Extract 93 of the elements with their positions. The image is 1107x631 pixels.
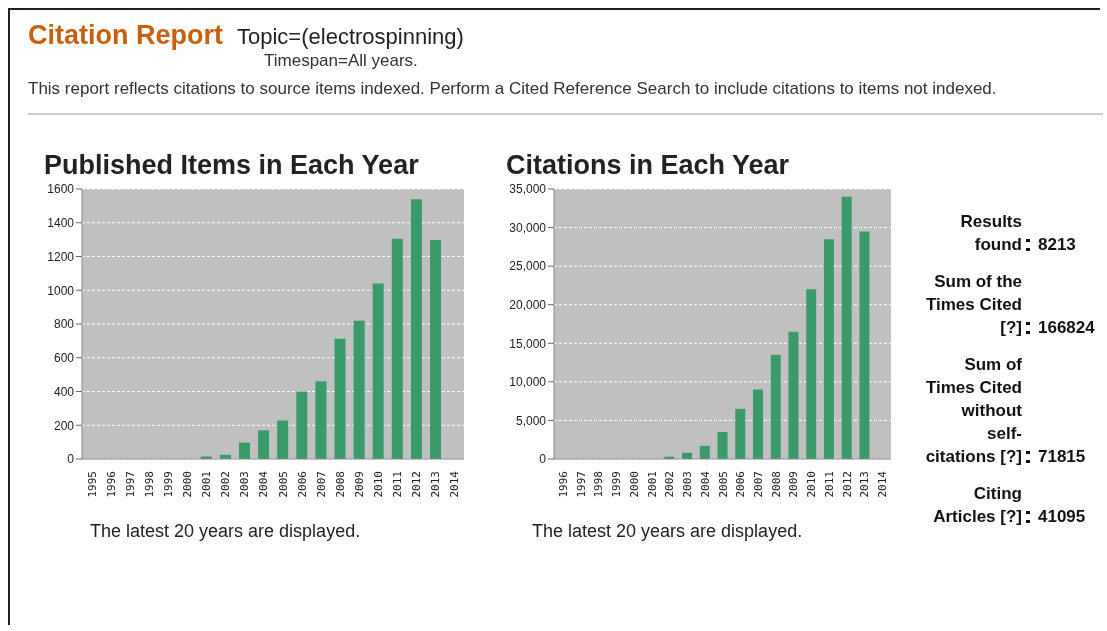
bar [372,283,384,459]
data-label: 41095 [1038,506,1086,528]
x-tick-label: 1999 [610,471,624,498]
category-label: Sum of the Times Cited [?] [924,271,1022,339]
x-tick-label: 2010 [805,471,819,498]
x-tick-label: 1997 [123,471,137,498]
bar [699,445,710,459]
bar [430,239,441,459]
x-tick-label: 2001 [645,471,659,498]
x-tick-label: 1998 [592,471,606,498]
x-tick-label: 2002 [219,471,233,498]
text: Citation Report [28,20,223,51]
bar [788,331,799,459]
text: Timespan=All years. [264,51,419,71]
y-tick-label: 1000 [47,283,75,298]
bar [353,320,365,459]
bar [334,338,346,459]
x-tick-label: 1996 [104,471,118,498]
y-tick-label: 15,000 [509,336,547,351]
bar [296,391,308,459]
x-tick-label: 2008 [333,471,347,498]
x-tick-label: 2004 [698,470,712,498]
bar [859,231,870,459]
x-tick-label: 2007 [314,471,328,498]
category-label: Citing Articles [?] [932,483,1022,528]
x-tick-label: 1997 [574,471,588,498]
chart-title: Published Items in Each Year [44,150,420,181]
text: Topic=(electrospinning) [237,24,464,50]
y-tick-label: 800 [53,317,75,332]
y-tick-label: 10,000 [509,375,547,390]
bar [735,408,746,459]
text: This report reflects citations to source items indexed. Perform a Cited Reference Search to include citations to items not indexed. [28,79,998,99]
x-tick-label: 2004 [257,470,271,498]
y-tick-label: 35,000 [509,182,547,197]
bar [391,238,403,459]
bar [258,430,270,459]
chart-title: Citations in Each Year [506,150,791,181]
x-tick-label: 2009 [787,471,801,498]
x-tick-label: 2006 [734,471,748,498]
y-tick-label: 1200 [47,249,75,264]
x-tick-label: 1996 [556,471,570,498]
data-label: 8213 [1038,234,1076,256]
data-label: 71815 [1038,446,1086,468]
x-tick-label: 2000 [181,471,195,498]
x-tick-label: 2007 [751,471,765,498]
x-tick-label: 1995 [85,471,99,498]
y-tick-label: 25,000 [509,259,547,274]
x-tick-label: 2003 [238,471,252,498]
text: The latest 20 years are displayed. [90,521,362,542]
x-tick-label: 1998 [142,471,156,498]
x-tick-label: 2013 [858,471,872,498]
y-tick-label: 1400 [47,216,75,231]
text: The latest 20 years are displayed. [532,521,803,541]
y-tick-label: 0 [539,452,547,467]
x-tick-label: 2014 [876,470,890,498]
x-tick-label: 2008 [769,471,783,498]
bar [277,420,289,459]
bar [410,199,422,459]
x-tick-label: 2010 [372,471,386,498]
category-label: Sum of Times Cited without self-citations [?] [924,354,1022,468]
bar [770,354,781,459]
x-tick-label: 2006 [295,471,309,498]
x-tick-label: 2005 [276,471,290,498]
data-label: 166824 [1038,317,1095,339]
y-tick-label: 5,000 [515,413,547,428]
x-tick-label: 1999 [161,471,175,498]
x-tick-label: 2011 [391,471,405,498]
x-tick-label: 2012 [840,471,854,498]
y-tick-label: 0 [67,452,75,467]
y-tick-label: 30,000 [509,220,547,235]
x-tick-label: 2013 [429,471,443,498]
x-tick-label: 2005 [716,471,730,498]
x-tick-label: 2012 [410,471,424,498]
x-tick-label: 2003 [681,471,695,498]
x-tick-label: 2011 [822,471,836,498]
x-tick-label: 2000 [627,471,641,498]
y-tick-label: 1600 [47,182,75,197]
y-tick-label: 600 [53,351,75,366]
bar [753,389,764,459]
bar [841,196,852,459]
y-tick-label: 400 [53,384,75,399]
bar [717,432,728,459]
y-tick-label: 200 [53,418,75,433]
x-tick-label: 2002 [663,471,677,498]
bar [823,239,834,459]
x-tick-label: 2009 [352,471,366,498]
bar [315,381,327,459]
x-tick-label: 2014 [448,470,462,498]
bar [806,289,817,459]
x-tick-label: 2001 [200,471,214,498]
bar [239,442,250,459]
y-tick-label: 20,000 [509,297,547,312]
category-label: Results found [959,211,1022,256]
